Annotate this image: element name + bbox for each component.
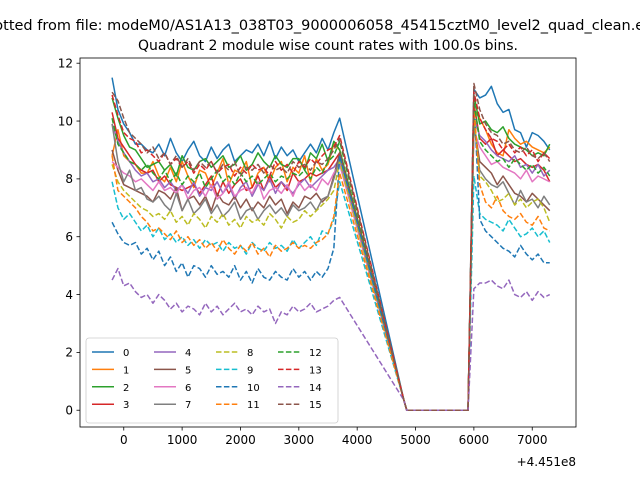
series-line-5	[111, 123, 551, 411]
legend-label-0: 0	[123, 348, 129, 359]
chart-title: Quadrant 2 module wise count rates with …	[138, 38, 518, 54]
series-line-0	[111, 77, 551, 411]
legend-label-1: 1	[123, 365, 129, 376]
figure-suptitle: Plotted from file: modeM0/AS1A13_038T03_…	[0, 18, 640, 34]
y-tick-label: 12	[58, 57, 73, 71]
legend-label-14: 14	[309, 383, 322, 394]
legend-label-13: 13	[309, 365, 322, 376]
legend-label-10: 10	[247, 383, 260, 394]
y-tick-label: 6	[65, 230, 73, 244]
x-tick-label: 4000	[342, 433, 373, 447]
series-line-12	[111, 100, 551, 411]
legend-label-3: 3	[123, 400, 129, 411]
legend-label-5: 5	[185, 365, 191, 376]
y-tick-label: 4	[65, 288, 73, 302]
series-line-14	[111, 267, 551, 411]
legend-label-6: 6	[185, 383, 191, 394]
legend-box	[85, 337, 339, 424]
x-tick-label: 6000	[459, 433, 490, 447]
y-tick-label: 0	[65, 404, 73, 418]
legend-label-15: 15	[309, 400, 322, 411]
series-line-6	[111, 128, 551, 411]
x-tick-label: 3000	[284, 433, 315, 447]
series-line-7	[111, 123, 551, 411]
series-line-2	[111, 94, 551, 411]
series-lines	[111, 77, 551, 411]
legend-label-11: 11	[247, 400, 260, 411]
x-offset-label: +4.451e8	[517, 455, 576, 469]
legend-label-7: 7	[185, 400, 191, 411]
series-line-4	[111, 117, 551, 411]
legend-label-4: 4	[185, 348, 191, 359]
legend-label-9: 9	[247, 365, 253, 376]
axes-frame	[79, 57, 577, 428]
x-tick-label: 5000	[400, 433, 431, 447]
x-tick-label: 7000	[517, 433, 548, 447]
legend-label-12: 12	[309, 348, 322, 359]
y-tick-label: 8	[65, 172, 73, 186]
y-axis: 0 2 4 6 8 10 12	[58, 57, 80, 418]
series-line-9	[111, 175, 551, 411]
series-line-11	[111, 105, 551, 411]
series-line-10	[111, 97, 550, 411]
series-line-15	[111, 82, 551, 411]
legend-label-2: 2	[123, 383, 129, 394]
x-tick-label: 1000	[167, 433, 198, 447]
y-tick-label: 10	[58, 114, 73, 128]
y-tick-label: 2	[65, 346, 73, 360]
x-tick-label: 2000	[225, 433, 256, 447]
series-line-8	[111, 114, 551, 411]
plot-area	[79, 57, 577, 428]
x-axis: 0 1000 2000 3000 4000 5000 6000 7000	[120, 427, 548, 447]
x-tick-label: 0	[120, 433, 128, 447]
legend-label-8: 8	[247, 348, 253, 359]
